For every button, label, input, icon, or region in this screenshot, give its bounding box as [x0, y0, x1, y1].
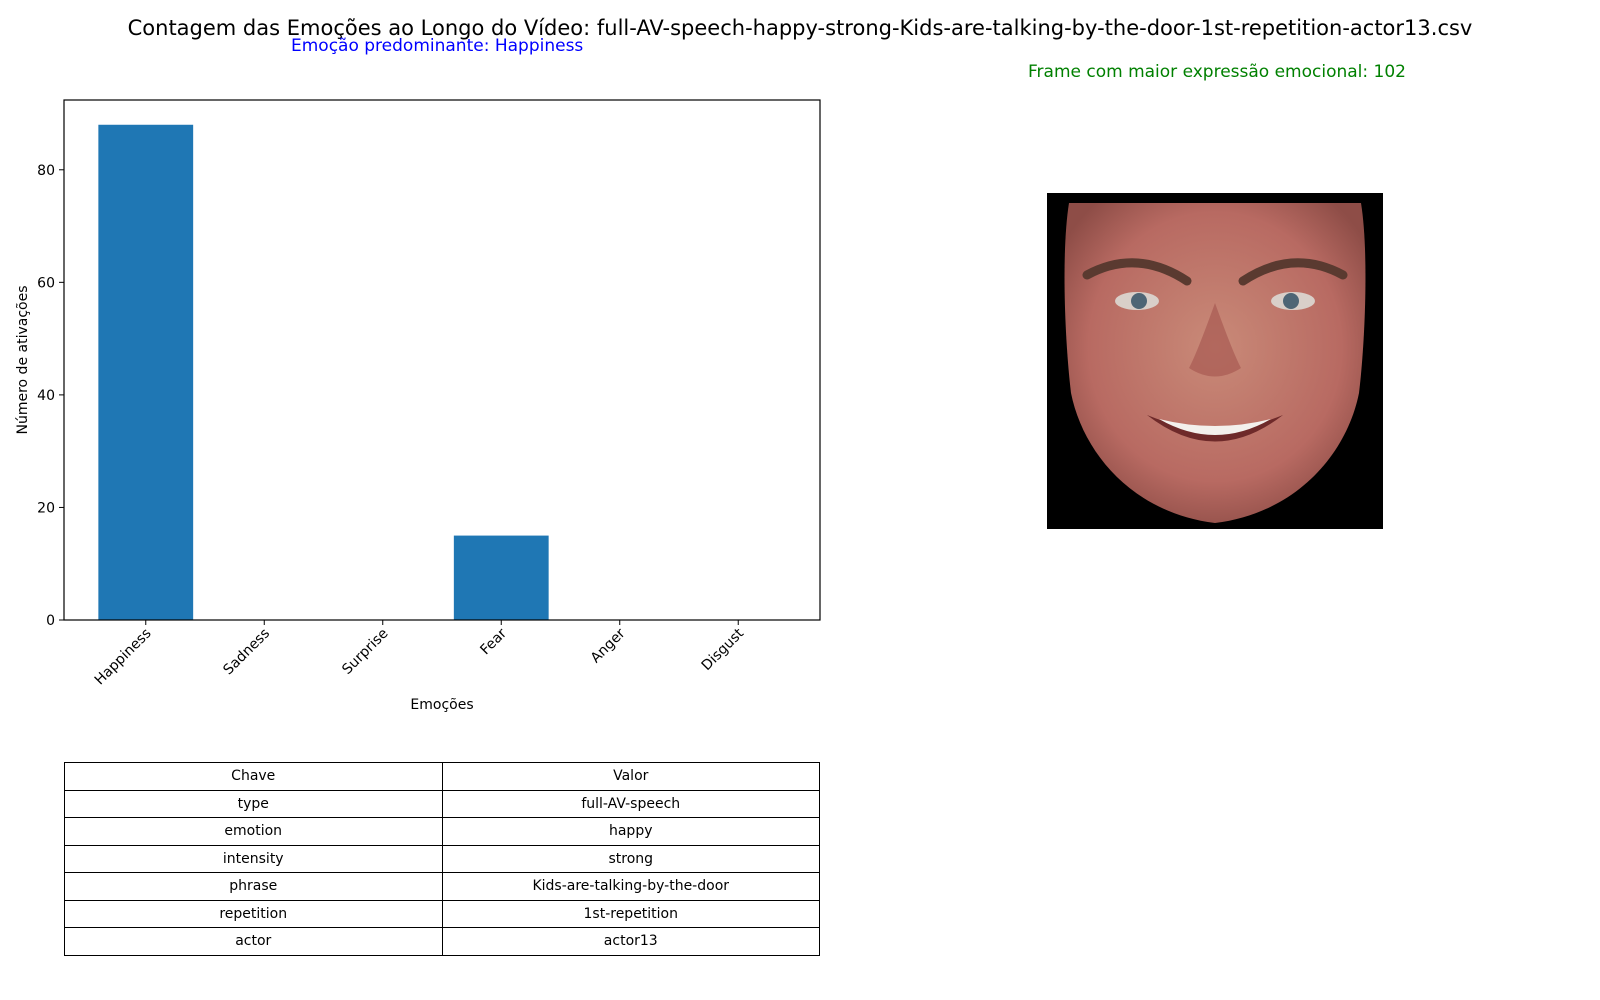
x-axis-label: Emoções: [410, 697, 473, 713]
table-row: phrase Kids-are-talking-by-the-door: [64, 872, 820, 901]
table-key-cell: phrase: [64, 872, 443, 901]
table-key-cell: intensity: [64, 844, 443, 873]
table-header-row: Chave Valor: [64, 762, 820, 791]
emotion-bar-chart: 0 20 40 60 80 Happiness Sadness Surprise Fear An…: [15, 99, 821, 713]
predominant-emotion-label: Emoção predominante: Happiness: [291, 36, 584, 56]
table-row: actor actor13: [64, 927, 820, 956]
table-value-cell: strong: [441, 844, 820, 873]
y-tick-label: 20: [37, 500, 55, 516]
x-tick-label: Happiness: [92, 626, 155, 689]
x-tick-label: Fear: [477, 625, 510, 658]
table-key-cell: actor: [64, 927, 443, 956]
table-value-cell: 1st-repetition: [441, 899, 820, 928]
y-tick-label: 0: [46, 613, 55, 629]
x-tick-label: Disgust: [699, 625, 748, 674]
plot-frame: [63, 99, 821, 621]
table-key-cell: repetition: [64, 899, 443, 928]
x-tick-label: Anger: [588, 625, 629, 666]
x-tick-label: Sadness: [220, 626, 273, 679]
y-tick-label: 80: [37, 163, 55, 179]
table-key-cell: type: [64, 789, 443, 818]
max-expression-frame-label: Frame com maior expressão emocional: 102: [1028, 62, 1406, 82]
y-tick-label: 60: [37, 275, 55, 291]
table-value-cell: full-AV-speech: [441, 789, 820, 818]
y-tick-label: 40: [37, 388, 55, 404]
y-axis-label: Número de ativações: [15, 285, 31, 434]
table-value-cell: happy: [441, 817, 820, 846]
table-row: repetition 1st-repetition: [64, 899, 820, 928]
metadata-table: Chave Valor type full-AV-speech emotion …: [64, 762, 820, 956]
table-value-cell: actor13: [441, 927, 820, 956]
table-row: type full-AV-speech: [64, 789, 820, 818]
table-value-cell: Kids-are-talking-by-the-door: [441, 872, 820, 901]
chart-title: Contagem das Emoções ao Longo do Vídeo: …: [127, 16, 1473, 40]
table-row: intensity strong: [64, 844, 820, 873]
face-frame-image: [1047, 193, 1383, 529]
table-key-cell: emotion: [64, 817, 443, 846]
bar-fear: [453, 535, 549, 620]
x-tick-label: Surprise: [339, 626, 391, 678]
bar-happiness: [98, 124, 194, 620]
table-header-cell: Chave: [64, 762, 443, 791]
table-row: emotion happy: [64, 817, 820, 846]
table-header-cell: Valor: [441, 762, 820, 791]
